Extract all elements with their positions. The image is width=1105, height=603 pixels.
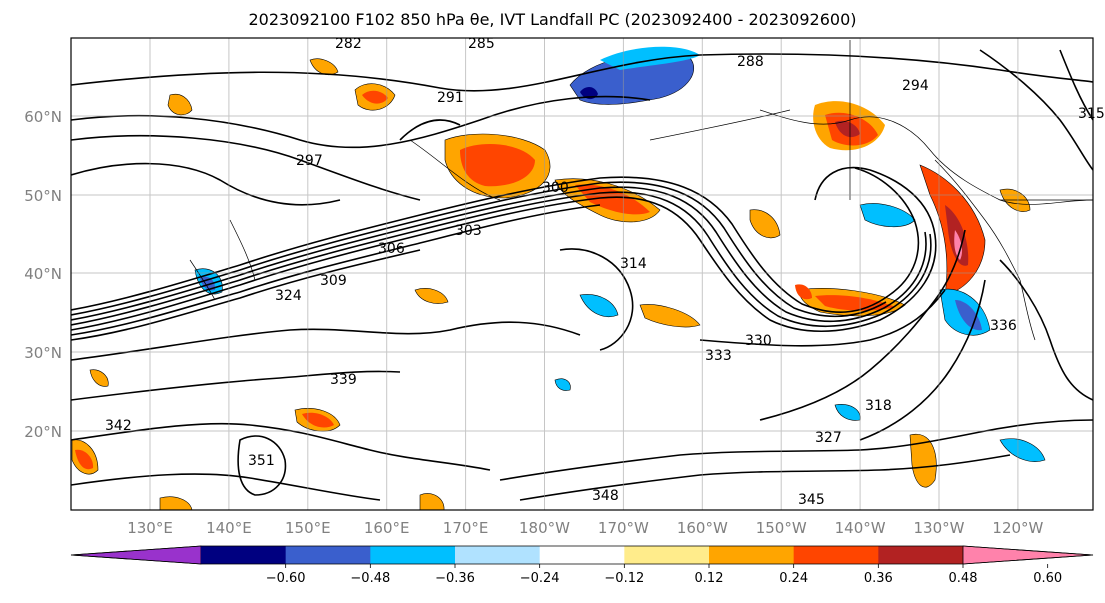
longitude-labels: 130°E 140°E 150°E 160°E 170°E 180°W 170°W 160°W… bbox=[127, 519, 1043, 537]
coastlines bbox=[189, 40, 1093, 341]
longitude-label: 160°E bbox=[364, 519, 410, 537]
colorbar-extend-low bbox=[70, 545, 202, 565]
contour-label: 327 bbox=[815, 430, 842, 446]
colorbar-segment bbox=[285, 546, 371, 564]
colorbar-segment bbox=[624, 546, 710, 564]
colorbar-tick-label: 0.24 bbox=[779, 571, 808, 586]
colorbar-tick-label: 0.60 bbox=[1033, 571, 1062, 586]
colorbar-segment bbox=[793, 546, 879, 564]
latitude-label: 30°N bbox=[24, 344, 62, 362]
colorbar-tick-label: −0.60 bbox=[266, 571, 306, 586]
contour-label: 291 bbox=[437, 90, 464, 106]
contour-label: 300 bbox=[542, 180, 569, 196]
map-title: 2023092100 F102 850 hPa θe, IVT Landfall… bbox=[248, 10, 857, 29]
contour-label: 315 bbox=[1078, 106, 1105, 122]
colorbar-tick-label: −0.12 bbox=[604, 571, 644, 586]
longitude-label: 130°W bbox=[914, 519, 965, 537]
longitude-label: 170°W bbox=[598, 519, 649, 537]
contour-label: 282 bbox=[335, 36, 362, 52]
contour-label: 314 bbox=[620, 256, 647, 272]
contour-label: 324 bbox=[275, 288, 302, 304]
contour-label: 342 bbox=[105, 418, 132, 434]
longitude-label: 160°W bbox=[677, 519, 728, 537]
contour-label: 330 bbox=[745, 333, 772, 349]
colorbar-tick-label: 0.12 bbox=[695, 571, 724, 586]
contour-label: 309 bbox=[320, 273, 347, 289]
contour-label: 351 bbox=[248, 453, 275, 469]
contour-label: 306 bbox=[378, 241, 405, 257]
contour-label: 318 bbox=[865, 398, 892, 414]
colorbar-tick-label: −0.36 bbox=[435, 571, 475, 586]
contour-label: 336 bbox=[990, 318, 1017, 334]
contour-label: 288 bbox=[737, 54, 764, 70]
colorbar-tick-label: −0.24 bbox=[520, 571, 560, 586]
contour-label: 294 bbox=[902, 78, 929, 94]
contour-label: 345 bbox=[798, 492, 825, 508]
colorbar-extend-high bbox=[962, 545, 1094, 565]
longitude-label: 170°E bbox=[443, 519, 489, 537]
colorbar-segment bbox=[201, 546, 287, 564]
gridlines bbox=[71, 38, 1093, 510]
latitude-label: 50°N bbox=[24, 187, 62, 205]
colorbar bbox=[70, 545, 1094, 565]
anomaly-shading bbox=[71, 46, 1046, 510]
map-frame bbox=[70, 37, 1094, 511]
latitude-label: 60°N bbox=[24, 108, 62, 126]
longitude-label: 140°E bbox=[206, 519, 252, 537]
contour-label: 339 bbox=[330, 372, 357, 388]
contour-label: 297 bbox=[296, 153, 323, 169]
contour-labels: 282 285 288 294 291 297 315 300 303 306 … bbox=[105, 36, 1105, 508]
contour-label: 303 bbox=[455, 223, 482, 239]
latitude-labels: 20°N 30°N 40°N 50°N 60°N bbox=[24, 108, 62, 441]
contour-label: 348 bbox=[592, 488, 619, 504]
colorbar-tick-label: 0.48 bbox=[949, 571, 978, 586]
contour-label: 285 bbox=[468, 36, 495, 52]
longitude-label: 180°W bbox=[519, 519, 570, 537]
colorbar-segment bbox=[539, 546, 625, 564]
longitude-label: 130°E bbox=[127, 519, 173, 537]
colorbar-ticks: −0.60 −0.48 −0.36 −0.24 −0.12 0.12 0.24 0.36 0.4… bbox=[266, 564, 1062, 586]
longitude-label: 120°W bbox=[992, 519, 1043, 537]
colorbar-tick-label: −0.48 bbox=[350, 571, 390, 586]
longitude-label: 150°W bbox=[756, 519, 807, 537]
latitude-label: 20°N bbox=[24, 423, 62, 441]
colorbar-segment bbox=[878, 546, 964, 564]
colorbar-tick-label: 0.36 bbox=[864, 571, 893, 586]
colorbar-segment bbox=[455, 546, 541, 564]
longitude-label: 150°E bbox=[285, 519, 331, 537]
longitude-label: 140°W bbox=[835, 519, 886, 537]
theta-e-contours bbox=[71, 49, 1093, 501]
latitude-label: 40°N bbox=[24, 265, 62, 283]
colorbar-outline bbox=[70, 545, 1094, 565]
colorbar-segment bbox=[370, 546, 456, 564]
contour-label: 333 bbox=[705, 348, 732, 364]
colorbar-segment bbox=[709, 546, 795, 564]
